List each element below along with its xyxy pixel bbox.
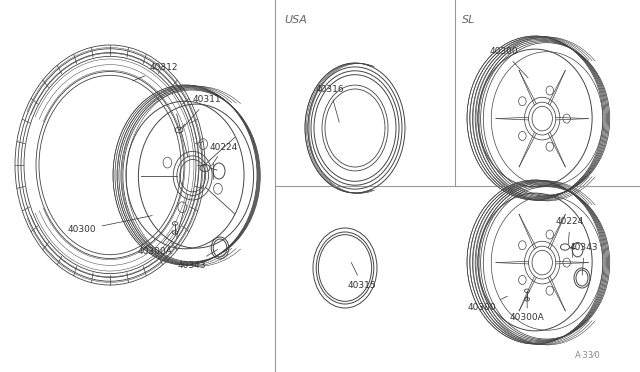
Text: 40300: 40300 (490, 48, 528, 78)
Text: 40224: 40224 (210, 142, 238, 166)
Text: 40300: 40300 (68, 215, 152, 234)
Text: 40343: 40343 (178, 250, 218, 269)
Text: 40300: 40300 (468, 296, 508, 312)
Text: 40312: 40312 (132, 64, 179, 81)
Text: 40300A: 40300A (510, 298, 545, 323)
Text: SL: SL (462, 15, 476, 25)
Text: 40224: 40224 (556, 218, 584, 244)
Text: 40311: 40311 (183, 96, 221, 128)
Text: USA: USA (284, 15, 307, 25)
Text: 40343: 40343 (570, 244, 598, 275)
Text: 40315: 40315 (348, 263, 376, 289)
Text: A·33⁄0: A·33⁄0 (575, 350, 601, 359)
Text: 40316: 40316 (316, 86, 344, 122)
Text: 40300A: 40300A (138, 230, 173, 257)
